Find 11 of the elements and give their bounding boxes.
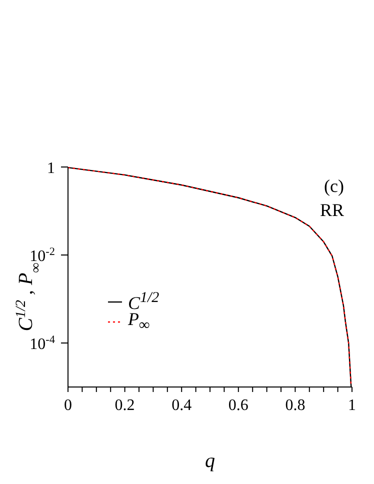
x-tick-label: 0.2 xyxy=(114,397,135,414)
x-tick-label: 0 xyxy=(64,397,72,414)
x-tick-label: 0.6 xyxy=(228,397,248,414)
x-axis-title: q xyxy=(205,450,215,472)
x-tick-label: 0.4 xyxy=(172,397,192,414)
x-tick-label: 0.8 xyxy=(285,397,306,414)
x-tick-label: 1 xyxy=(348,397,356,414)
annotation: RR xyxy=(320,200,344,220)
y-tick-label: 1 xyxy=(47,160,55,177)
annotation: (c) xyxy=(324,176,344,196)
y-tick-label: 10$^{-4}$ xyxy=(30,334,56,353)
